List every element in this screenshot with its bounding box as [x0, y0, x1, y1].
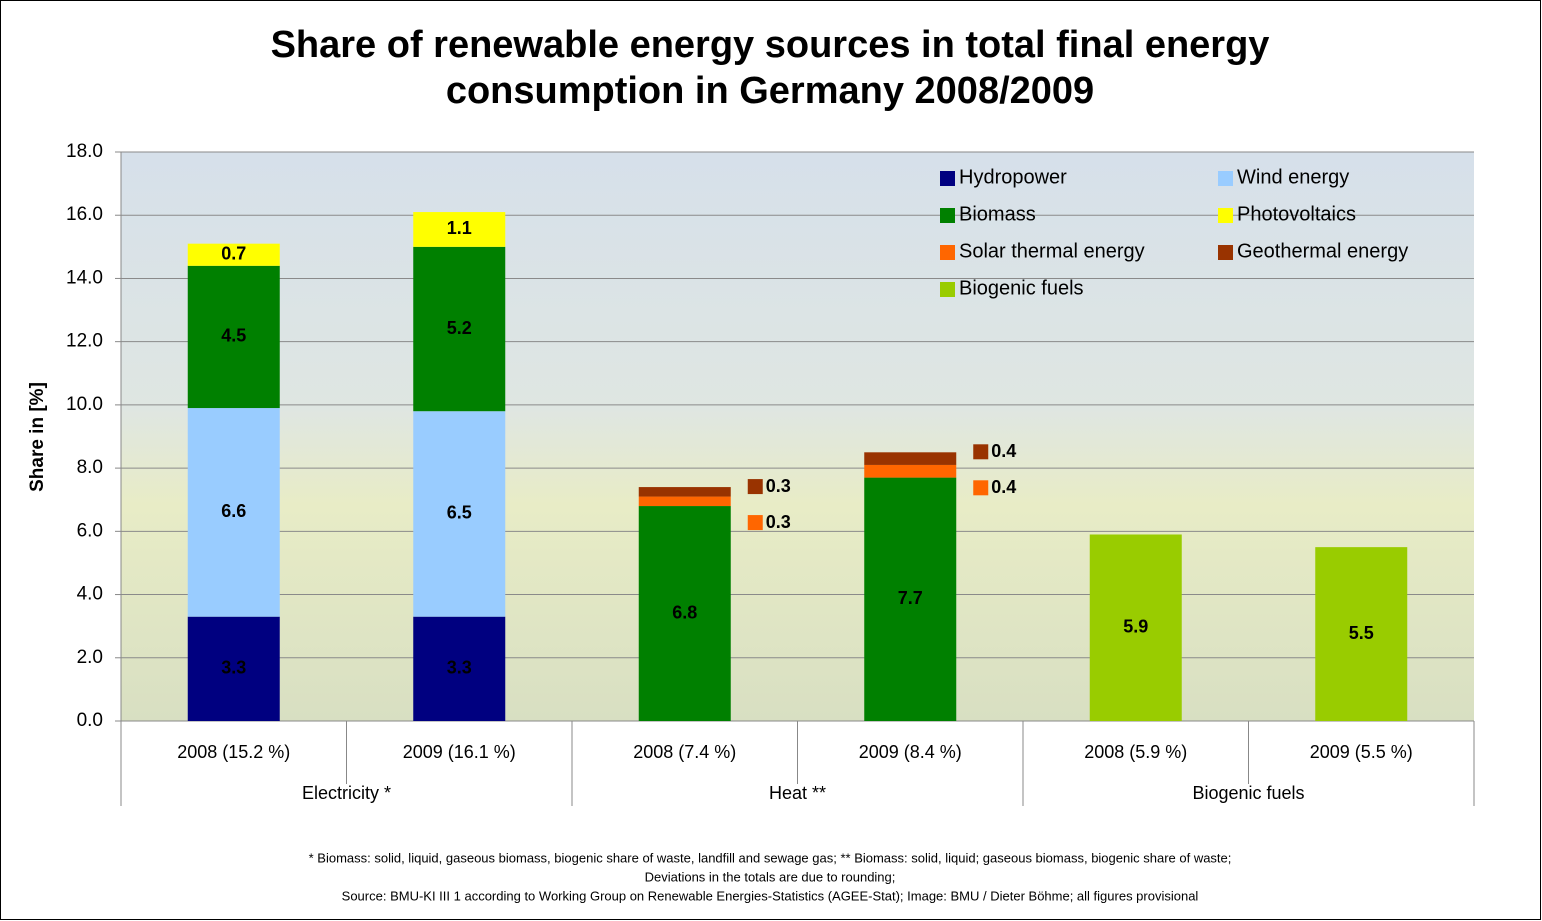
y-tick-label: 16.0: [66, 204, 103, 225]
data-label: 4.5: [221, 326, 246, 346]
legend-swatch: [940, 208, 955, 223]
x-tick-label: 2009 (8.4 %): [859, 742, 962, 762]
x-tick-label: 2008 (15.2 %): [177, 742, 290, 762]
legend-swatch: [940, 245, 955, 260]
data-label: 5.5: [1349, 623, 1374, 643]
bar-segment: [864, 477, 957, 721]
data-label-key: [747, 515, 763, 531]
legend-swatch: [1218, 171, 1233, 186]
legend-label: Hydropower: [959, 166, 1067, 188]
data-label: 3.3: [447, 658, 472, 678]
legend-label: Solar thermal energy: [959, 240, 1145, 262]
data-label-key: [747, 479, 763, 495]
y-tick-label: 2.0: [77, 647, 103, 668]
footnote: * Biomass: solid, liquid, gaseous biomas…: [309, 850, 1232, 865]
bar-segment: [864, 464, 957, 478]
bar-segment: [1315, 547, 1408, 721]
bar-segment: [413, 246, 506, 412]
data-label: 0.3: [766, 476, 791, 496]
legend-label: Geothermal energy: [1237, 240, 1408, 262]
legend-label: Wind energy: [1237, 166, 1349, 188]
bar-segment: [638, 496, 731, 507]
x-tick-label: 2008 (5.9 %): [1084, 742, 1187, 762]
data-label: 6.8: [672, 602, 697, 622]
y-tick-label: 10.0: [66, 394, 103, 415]
legend-swatch: [940, 171, 955, 186]
y-tick-label: 14.0: [66, 267, 103, 288]
y-tick-label: 4.0: [77, 584, 103, 605]
legend-swatch: [1218, 245, 1233, 260]
data-label: 6.6: [221, 501, 246, 521]
plot-background: [121, 152, 1474, 721]
y-tick-label: 8.0: [77, 457, 103, 478]
legend-label: Biomass: [959, 203, 1036, 225]
y-tick-label: 0.0: [77, 710, 103, 731]
bar-segment: [187, 408, 280, 617]
data-label: 5.9: [1123, 616, 1148, 636]
bar-segment: [864, 452, 957, 465]
data-label: 5.2: [447, 318, 472, 338]
data-label: 6.5: [447, 503, 472, 523]
bar-segment: [187, 265, 280, 409]
y-tick-label: 12.0: [66, 331, 103, 352]
group-label: Electricity *: [302, 783, 391, 803]
footnote: Source: BMU-KI III 1 according to Workin…: [342, 888, 1199, 903]
bar-segment: [413, 212, 506, 247]
footnote: Deviations in the totals are due to roun…: [645, 869, 896, 884]
bar-segment: [1089, 534, 1182, 721]
x-tick-label: 2009 (16.1 %): [403, 742, 516, 762]
y-tick-label: 18.0: [66, 141, 103, 162]
data-label-key: [973, 444, 989, 460]
chart-title: Share of renewable energy sources in tot…: [271, 24, 1270, 66]
group-label: Heat **: [769, 783, 826, 803]
legend-label: Biogenic fuels: [959, 277, 1084, 299]
bar-segment: [187, 243, 280, 266]
group-label: Biogenic fuels: [1192, 783, 1304, 803]
bar-segment: [413, 616, 506, 721]
data-label: 7.7: [898, 588, 923, 608]
data-label: 0.3: [766, 512, 791, 532]
data-label: 0.4: [991, 441, 1016, 461]
bar-segment: [638, 506, 731, 721]
data-label: 0.7: [221, 243, 246, 263]
legend-label: Photovoltaics: [1237, 203, 1356, 225]
data-label-key: [973, 480, 989, 496]
bar-segment: [638, 487, 731, 497]
data-label: 0.4: [991, 477, 1016, 497]
data-label: 3.3: [221, 658, 246, 678]
y-tick-label: 6.0: [77, 520, 103, 541]
chart-title: consumption in Germany 2008/2009: [446, 70, 1094, 112]
x-tick-label: 2008 (7.4 %): [633, 742, 736, 762]
legend-swatch: [1218, 208, 1233, 223]
y-axis-label: Share in [%]: [27, 382, 48, 492]
x-tick-label: 2009 (5.5 %): [1310, 742, 1413, 762]
bar-segment: [187, 616, 280, 721]
legend-swatch: [940, 282, 955, 297]
bar-segment: [413, 411, 506, 617]
data-label: 1.1: [447, 218, 472, 238]
